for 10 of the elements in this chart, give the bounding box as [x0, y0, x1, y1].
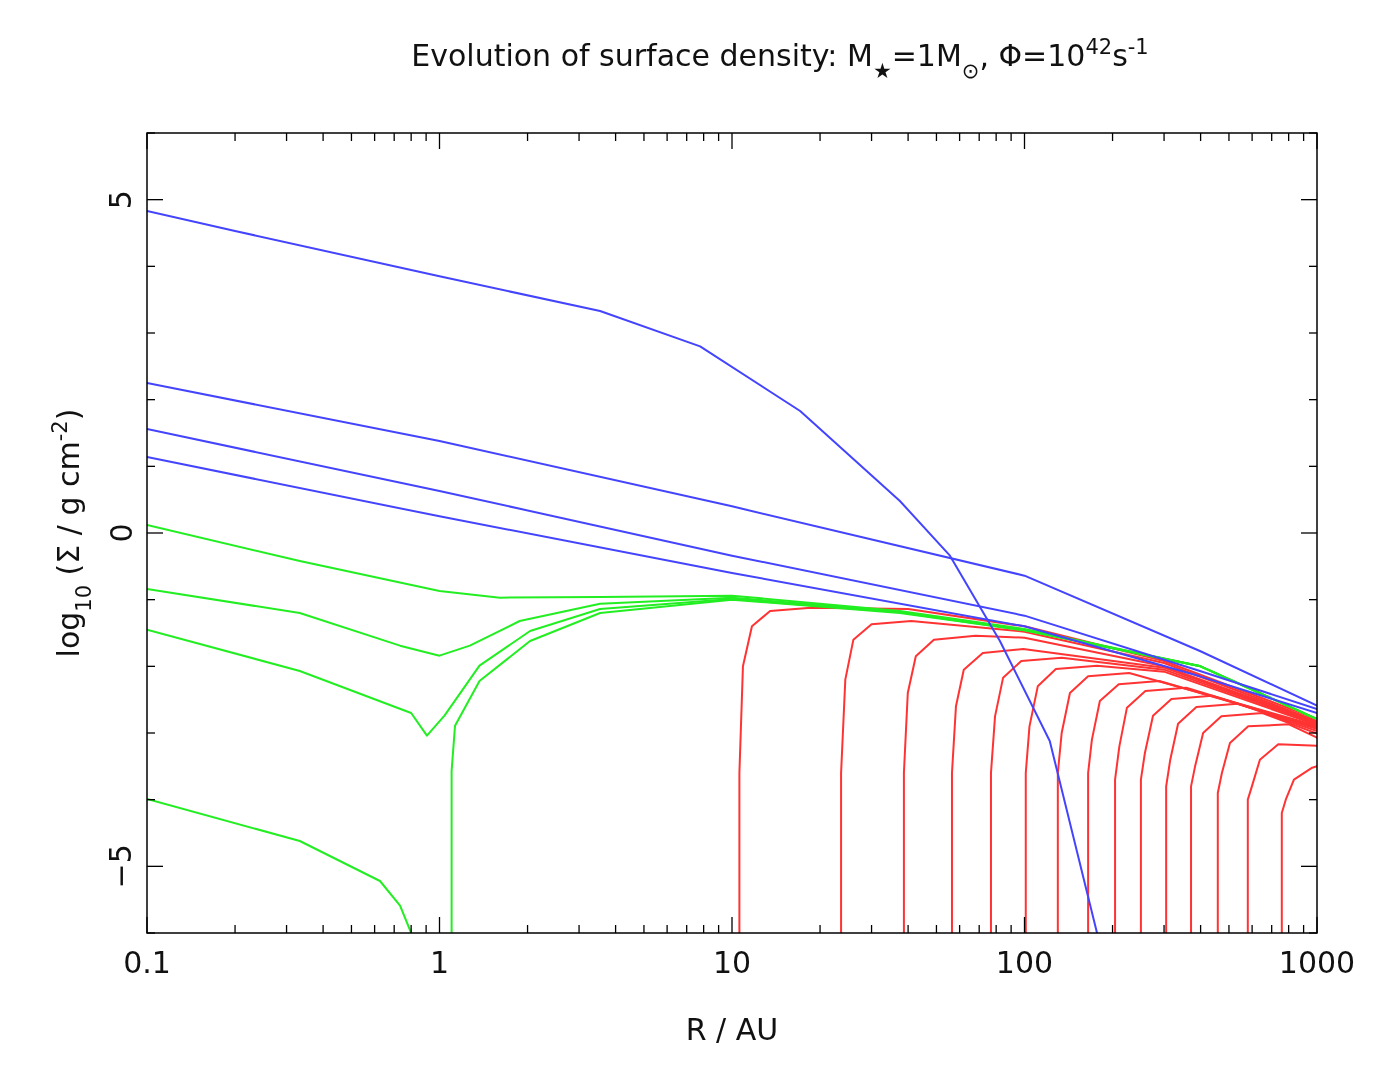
- x-tick-label: 10: [712, 945, 752, 980]
- x-tick-label: 1: [429, 945, 450, 980]
- chart-title: Evolution of surface density: M$_{★}$=1M$_{⊙}$, Φ=10$^{42}$s$^{-1}$: [411, 35, 1149, 83]
- y-tick-label: 5: [103, 190, 139, 210]
- x-tick-label: 0.1: [123, 945, 171, 980]
- x-tick-label: 1000: [1278, 945, 1356, 980]
- x-tick-label: 100: [995, 945, 1054, 980]
- y-tick-label: 0: [103, 523, 139, 543]
- x-axis-title: R / AU: [685, 1012, 779, 1047]
- y-tick-label: −5: [103, 844, 139, 889]
